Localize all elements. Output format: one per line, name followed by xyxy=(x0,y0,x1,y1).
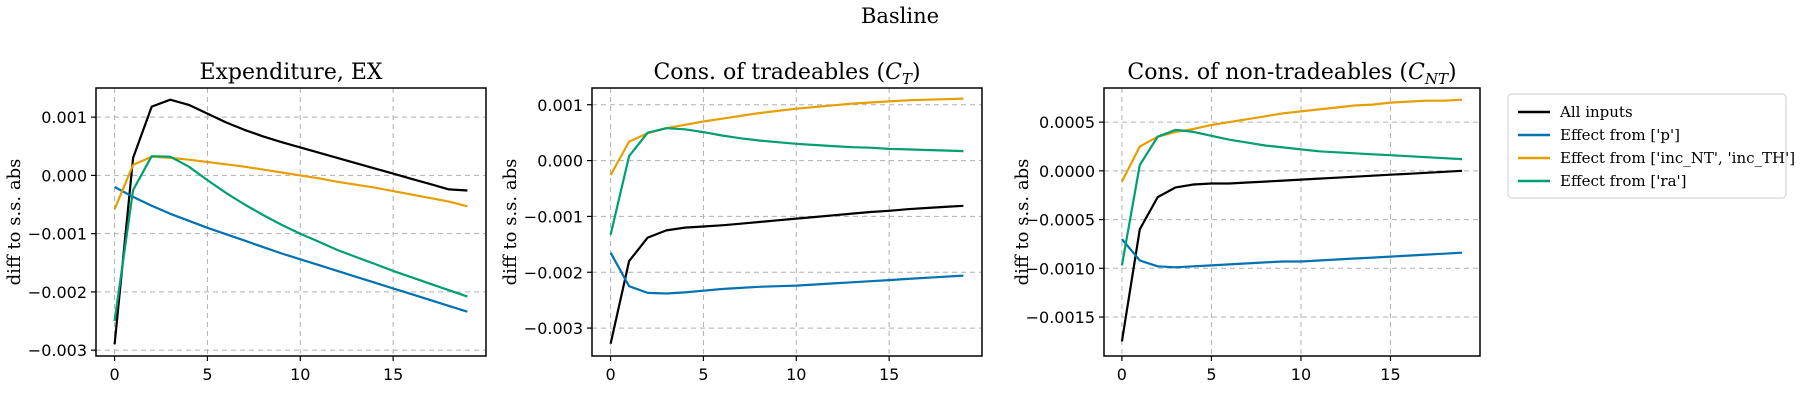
plot-frame xyxy=(591,87,983,357)
series-line-1 xyxy=(113,98,468,345)
y-tick-label: 0.0005 xyxy=(1039,113,1095,132)
series-line-4 xyxy=(113,155,468,322)
legend-label: Effect from ['ra'] xyxy=(1560,172,1687,190)
x-tick-label: 5 xyxy=(698,365,708,384)
chart-title: Expenditure, EX xyxy=(199,60,382,85)
legend-label: Effect from ['inc_NT', 'inc_TH'] xyxy=(1560,149,1795,167)
figure-title: Basline xyxy=(860,4,940,28)
x-tick-label: 15 xyxy=(879,365,899,384)
x-tick-label: 5 xyxy=(202,365,212,384)
y-tick-label: −0.002 xyxy=(28,283,87,302)
x-tick-label: 15 xyxy=(1380,365,1400,384)
y-tick-label: −0.001 xyxy=(524,207,583,226)
chart-title: Cons. of non-tradeables (CNT) xyxy=(1127,60,1456,88)
plot-frame xyxy=(95,87,487,357)
plot-frame xyxy=(1103,87,1481,357)
y-tick-label: −0.003 xyxy=(524,319,583,338)
legend-label: All inputs xyxy=(1559,103,1633,121)
series-line-3 xyxy=(609,97,964,176)
chart-panel-3: 0 5 10 15 −0.0015 −0.0010 −0.0005 0.0000 0.0005 C… xyxy=(1012,60,1481,384)
y-tick-label: −0.001 xyxy=(28,225,87,244)
series-line-2 xyxy=(1121,238,1463,269)
x-tick-label: 0 xyxy=(1117,365,1127,384)
x-tick-label: 10 xyxy=(1291,365,1311,384)
x-tick-label: 10 xyxy=(290,365,310,384)
series-line-2 xyxy=(114,186,468,313)
x-tick-label: 0 xyxy=(109,365,119,384)
y-tick-label: −0.0005 xyxy=(1026,211,1095,230)
series-line-4 xyxy=(1120,128,1463,266)
y-axis-label: diff to s.s. abs xyxy=(4,159,25,286)
series-line-1 xyxy=(1120,169,1463,342)
y-axis-label: diff to s.s. abs xyxy=(1012,159,1033,286)
chart-title: Cons. of tradeables (CT) xyxy=(653,60,920,88)
chart-panel-1: 0 5 10 15 −0.003 −0.002 −0.001 0.000 0.001 Expend… xyxy=(4,60,487,384)
chart-panel-2: 0 5 10 15 −0.003 −0.002 −0.001 0.000 0.001 Cons. … xyxy=(500,60,983,384)
y-tick-label: −0.002 xyxy=(524,263,583,282)
legend-box xyxy=(1507,93,1787,199)
legend-label: Effect from ['p'] xyxy=(1560,126,1680,144)
y-tick-label: 0.001 xyxy=(537,96,583,115)
y-tick-label: −0.0010 xyxy=(1026,259,1095,278)
y-tick-label: 0.000 xyxy=(41,166,87,185)
x-tick-label: 15 xyxy=(383,365,403,384)
y-tick-label: −0.003 xyxy=(28,341,87,360)
series-line-2 xyxy=(609,252,964,295)
x-tick-label: 5 xyxy=(1206,365,1216,384)
x-tick-label: 0 xyxy=(605,365,615,384)
y-tick-label: 0.000 xyxy=(537,152,583,171)
y-tick-label: 0.0000 xyxy=(1039,162,1095,181)
y-tick-label: −0.0015 xyxy=(1026,308,1095,327)
x-tick-label: 10 xyxy=(786,365,806,384)
y-axis-label: diff to s.s. abs xyxy=(500,159,521,286)
series-line-3 xyxy=(113,155,468,210)
series-line-1 xyxy=(609,204,964,344)
legend: All inputs Effect from ['p'] Effect from [… xyxy=(1507,93,1795,199)
y-tick-label: 0.001 xyxy=(41,108,87,127)
series-line-4 xyxy=(609,127,964,236)
series-line-3 xyxy=(1120,98,1463,183)
